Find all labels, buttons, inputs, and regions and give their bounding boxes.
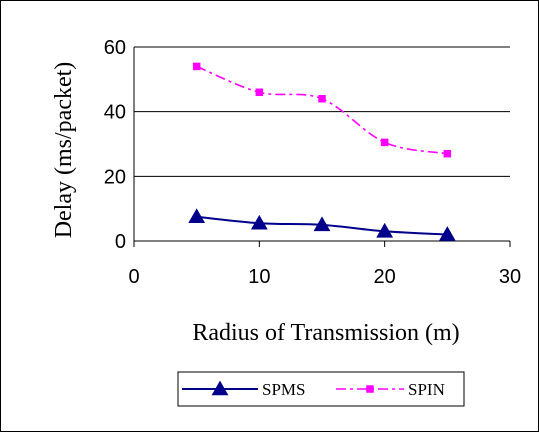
data-point-spin-10 — [255, 88, 264, 97]
legend-marker-spms — [211, 380, 229, 396]
y-axis-label: Delay (ms/packet) — [51, 62, 77, 239]
legend-marker-spin — [366, 385, 374, 393]
data-point-spin-25 — [443, 149, 452, 158]
data-point-spin-15 — [318, 94, 326, 103]
data-point-spms-20 — [376, 222, 394, 238]
y-tick-label-60: 60 — [104, 37, 126, 59]
x-tick-label-0: 0 — [128, 266, 139, 288]
data-point-spms-15 — [313, 216, 331, 232]
axes — [133, 47, 511, 247]
series-line-spin — [196, 65, 448, 155]
data-point-spms-25 — [438, 226, 456, 241]
legend-label-spms: SPMS — [262, 380, 305, 399]
y-tick-labels: 0 20 40 60 — [104, 37, 126, 253]
data-point-spin-5 — [192, 62, 201, 71]
x-tick-label-20: 20 — [374, 266, 396, 288]
data-point-spin-20 — [380, 138, 389, 147]
y-tick-label-0: 0 — [115, 231, 126, 253]
legend-label-spin: SPIN — [408, 380, 445, 399]
x-tick-labels: 0 10 20 30 — [128, 266, 521, 288]
series-group — [188, 62, 456, 241]
data-point-spms-5 — [188, 208, 206, 224]
series-spms — [188, 208, 456, 241]
legend-entry-spin: SPIN — [336, 380, 445, 399]
x-axis-label: Radius of Transmission (m) — [192, 320, 459, 346]
data-point-spms-10 — [250, 214, 268, 230]
series-spin — [192, 62, 452, 158]
gridlines — [134, 46, 510, 177]
legend-entry-spms: SPMS — [182, 380, 305, 399]
y-tick-label-40: 40 — [104, 102, 126, 124]
y-tick-label-20: 20 — [104, 166, 126, 188]
legend: SPMS SPIN — [177, 371, 465, 407]
x-tick-label-30: 30 — [499, 266, 521, 288]
x-tick-label-10: 10 — [248, 266, 270, 288]
